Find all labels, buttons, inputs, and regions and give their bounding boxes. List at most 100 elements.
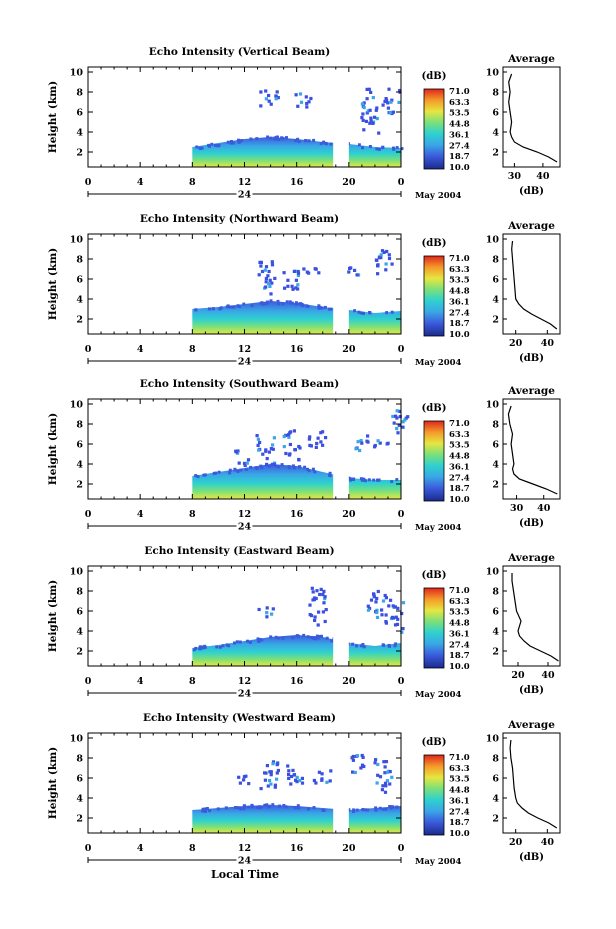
echo-fringe xyxy=(254,466,258,470)
echo-cell xyxy=(311,590,315,594)
echo-cell xyxy=(282,434,286,439)
echo-fringe xyxy=(229,305,233,309)
echo-cell xyxy=(373,115,377,119)
x-tick-label: 0 xyxy=(398,676,405,687)
colorbar-unit: (dB) xyxy=(422,71,447,82)
echo-cell xyxy=(270,612,274,616)
echo-fringe xyxy=(287,466,291,470)
echo-fringe xyxy=(194,308,198,312)
colorbar-tick-label: 71.0 xyxy=(449,753,470,763)
echo-cell xyxy=(276,96,280,100)
echo-fringe xyxy=(277,636,281,640)
x-tick-label: 12 xyxy=(238,177,251,188)
echo-cell xyxy=(288,452,292,456)
echo-fringe xyxy=(215,645,219,649)
echo-cell xyxy=(385,442,389,446)
echo-fringe xyxy=(232,305,236,309)
echo-cell xyxy=(264,448,268,452)
echo-fringe xyxy=(321,808,325,812)
echo-cell xyxy=(264,285,268,289)
echo-fringe xyxy=(307,469,311,473)
echo-cell xyxy=(318,592,322,597)
echo-cell xyxy=(319,431,323,435)
echo-cell xyxy=(321,610,325,614)
x-tick-label: 4 xyxy=(137,676,144,687)
echo-cell xyxy=(266,784,270,788)
average-y-tick-label: 4 xyxy=(492,627,499,638)
echo-cell xyxy=(379,253,383,257)
echo-cell xyxy=(361,112,365,116)
echo-cell xyxy=(287,433,291,437)
echo-cell xyxy=(365,87,369,91)
echo-cell xyxy=(374,600,378,604)
average-title: Average xyxy=(507,552,555,564)
echo-fringe xyxy=(203,807,207,811)
echo-cell xyxy=(386,101,390,105)
echo-fringe xyxy=(243,804,247,808)
echo-fringe xyxy=(400,147,404,151)
echo-cell xyxy=(298,92,303,96)
echo-cell xyxy=(268,278,272,282)
echo-cell xyxy=(387,87,391,91)
x-tick-label: 12 xyxy=(238,509,251,520)
average-x-tick-label: 30 xyxy=(508,171,522,182)
echo-cell xyxy=(310,586,314,590)
echo-fringe xyxy=(224,806,228,810)
echo-cell xyxy=(369,90,373,94)
echo-fringe xyxy=(355,808,359,812)
echo-cell xyxy=(263,771,267,775)
echo-fringe xyxy=(310,635,314,639)
echo-fringe xyxy=(352,808,356,812)
echo-fringe xyxy=(201,809,205,813)
echo-cell xyxy=(305,105,309,109)
echo-cell xyxy=(387,604,391,608)
echo-fringe xyxy=(282,804,286,807)
echo-cell xyxy=(272,462,276,467)
echo-cell xyxy=(383,781,388,785)
echo-cell xyxy=(308,603,312,607)
colorbar-tick-label: 44.8 xyxy=(449,786,470,796)
average-x-tick-label: 40 xyxy=(536,171,550,182)
colorbar-tick-label: 53.5 xyxy=(449,775,470,785)
echo-fringe xyxy=(262,302,266,305)
echo-cell xyxy=(264,265,269,269)
echo-fringe xyxy=(320,634,323,638)
echo-fringe xyxy=(296,137,300,141)
echo-cell xyxy=(401,627,405,631)
average-y-tick-label: 8 xyxy=(492,88,499,99)
echo-fringe xyxy=(281,302,285,306)
echo-cell xyxy=(316,436,320,440)
echo-cell xyxy=(271,760,276,764)
echo-cell xyxy=(270,260,274,264)
echo-fringe xyxy=(219,306,223,310)
echo-fringe xyxy=(195,145,199,149)
y-tick-label: 2 xyxy=(76,480,83,491)
echo-cell xyxy=(313,615,317,619)
echo-cell xyxy=(273,276,277,280)
echo-cell xyxy=(317,271,321,275)
echo-cell xyxy=(317,610,321,614)
echo-fringe xyxy=(361,643,365,646)
average-y-tick-label: 10 xyxy=(486,400,500,411)
echo-fringe xyxy=(375,147,379,151)
colorbar-tick-label: 63.3 xyxy=(449,597,470,607)
echo-cell xyxy=(296,271,301,275)
echo-cell xyxy=(371,96,375,100)
echo-fringe xyxy=(236,469,240,473)
average-frame xyxy=(502,398,561,500)
echo-fringe xyxy=(297,634,300,638)
echo-cell xyxy=(289,430,293,434)
echo-layer xyxy=(192,464,401,499)
colorbar-tick-label: 10.0 xyxy=(449,495,470,505)
echo-cell xyxy=(246,458,251,462)
echo-fringe xyxy=(216,807,220,811)
echo-fringe xyxy=(231,141,235,145)
echo-fringe xyxy=(266,135,270,139)
colorbar-tick-label: 36.1 xyxy=(449,130,470,140)
average-y-tick-label: 6 xyxy=(492,607,499,618)
echo-fringe xyxy=(299,302,303,306)
x-tick-label: 8 xyxy=(189,344,196,355)
echo-cell xyxy=(324,608,328,612)
echo-cell xyxy=(376,439,380,443)
average-y-tick-label: 2 xyxy=(492,814,499,825)
